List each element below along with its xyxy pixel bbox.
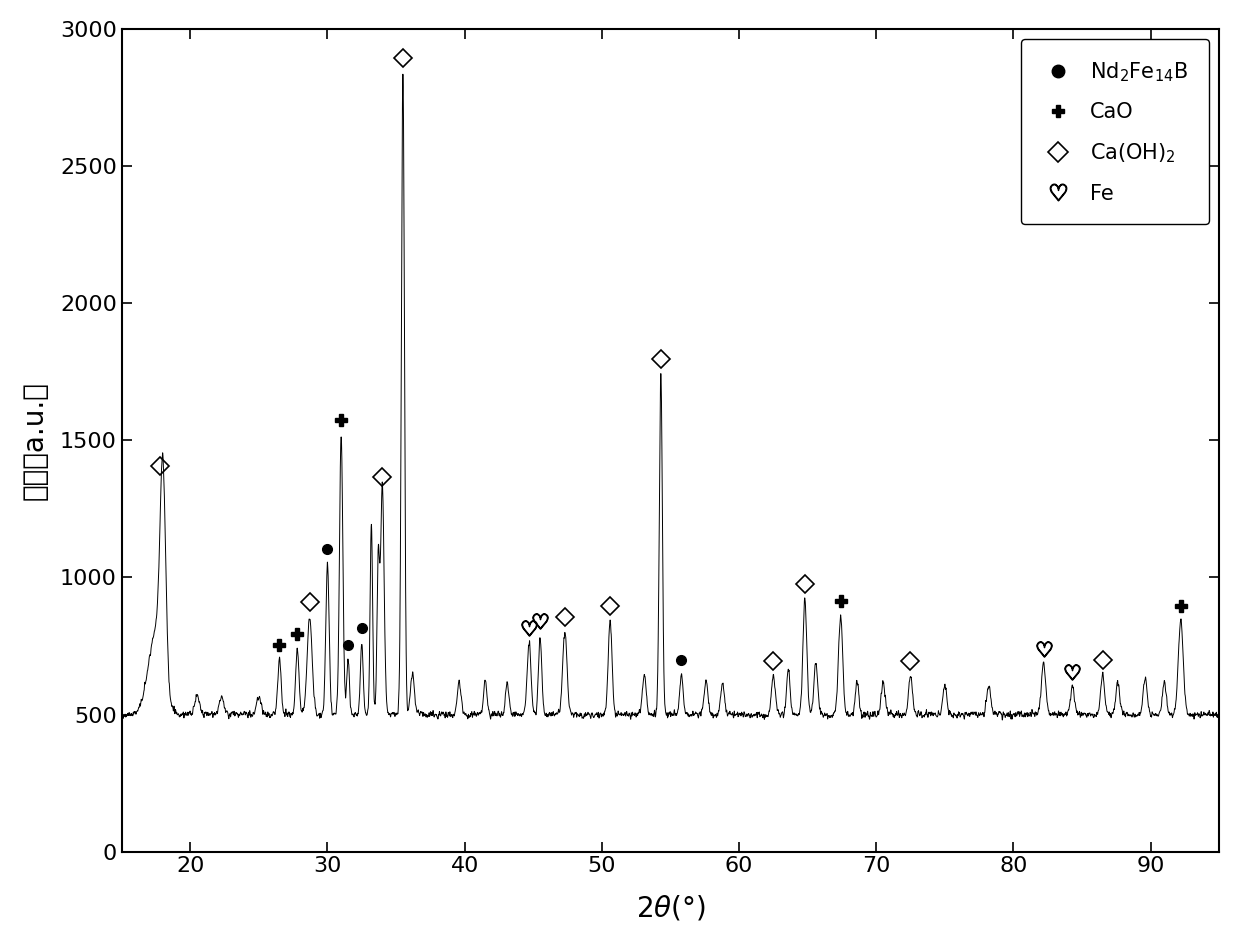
X-axis label: 2$\theta$(°): 2$\theta$(°) xyxy=(636,893,706,922)
Legend: Nd$_2$Fe$_{14}$B, CaO, Ca(OH)$_2$, Fe: Nd$_2$Fe$_{14}$B, CaO, Ca(OH)$_2$, Fe xyxy=(1022,40,1209,224)
Y-axis label: 强度（a.u.）: 强度（a.u.） xyxy=(21,381,48,500)
